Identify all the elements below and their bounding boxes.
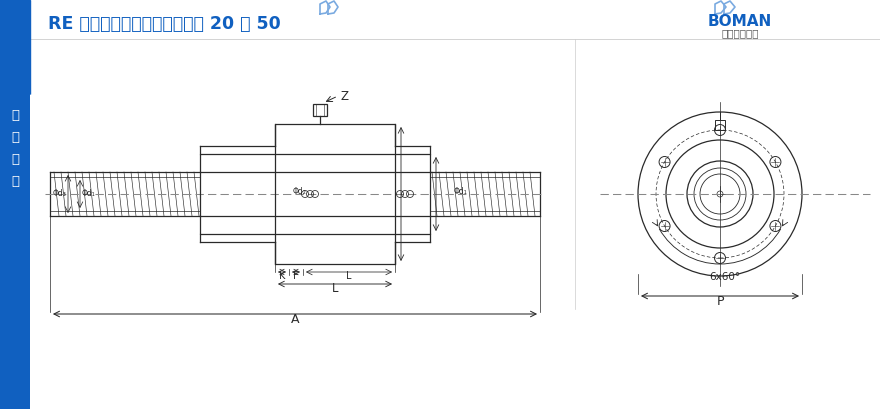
Text: L: L — [332, 282, 338, 295]
Polygon shape — [0, 0, 30, 94]
Text: A: A — [290, 313, 299, 326]
Text: RE 系列（高导程高速型）导程 20 ～ 50: RE 系列（高导程高速型）导程 20 ～ 50 — [48, 15, 281, 33]
Text: Φd₃: Φd₃ — [52, 189, 66, 198]
Text: K: K — [279, 271, 285, 281]
Text: Z: Z — [340, 90, 348, 103]
Bar — [0, 0, 30, 409]
Text: 滚
珠
丝
杠: 滚 珠 丝 杠 — [11, 109, 19, 188]
Text: P: P — [716, 295, 723, 308]
Text: F: F — [293, 271, 299, 281]
Bar — [715, 120, 725, 130]
Text: BOMAN: BOMAN — [708, 13, 772, 29]
Text: Φd₁: Φd₁ — [82, 189, 96, 198]
Text: 6x60°: 6x60° — [709, 272, 741, 282]
Text: Φd₂: Φd₂ — [293, 187, 307, 196]
Text: L: L — [346, 271, 352, 281]
Bar — [313, 104, 327, 116]
Text: Φd₁: Φd₁ — [453, 187, 467, 196]
Text: －劲磁工业－: －劲磁工业－ — [722, 28, 759, 38]
Bar — [275, 124, 395, 264]
Bar — [200, 154, 430, 234]
